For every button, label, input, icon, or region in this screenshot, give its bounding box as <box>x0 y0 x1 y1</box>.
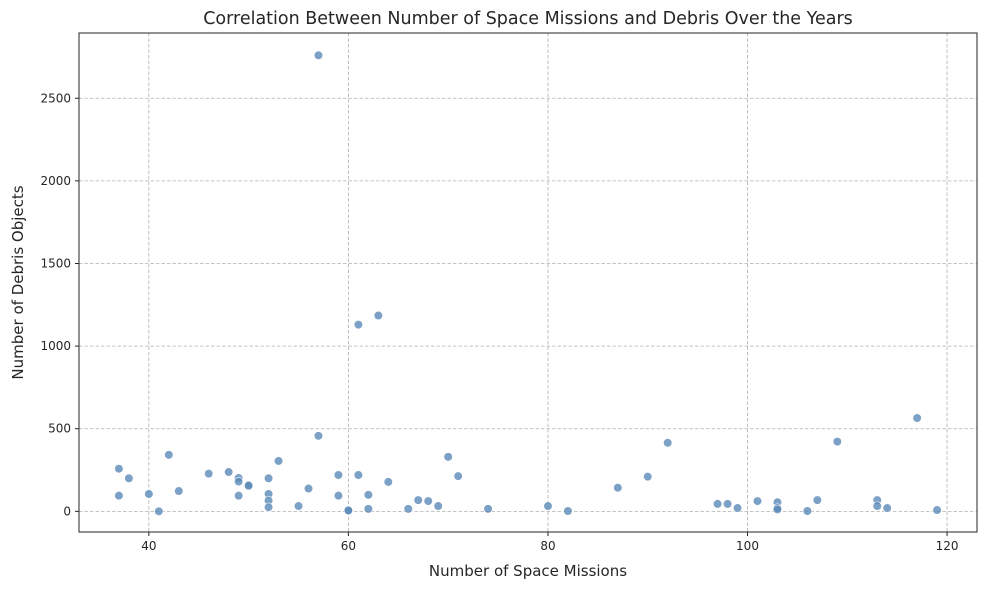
scatter-point <box>912 413 922 423</box>
scatter-point <box>224 467 234 477</box>
y-tick-label: 1000 <box>40 339 71 353</box>
scatter-point <box>383 477 393 487</box>
scatter-point <box>752 496 763 506</box>
scatter-point <box>932 505 942 515</box>
y-tick-label: 1500 <box>40 256 71 270</box>
scatter-point <box>313 431 324 441</box>
scatter-point <box>333 491 344 501</box>
scatter-point <box>772 504 783 514</box>
scatter-point <box>483 504 493 514</box>
scatter-point <box>204 469 214 479</box>
scatter-point <box>403 504 413 514</box>
scatter-point <box>333 470 344 480</box>
scatter-point <box>124 473 134 483</box>
x-tick-label: 120 <box>936 539 959 553</box>
x-tick-label: 60 <box>341 539 356 553</box>
scatter-point <box>543 501 553 511</box>
scatter-point <box>443 452 453 462</box>
scatter-point <box>453 471 463 481</box>
axis-ticks: 40 60 80 100 120 0 500 1000 1500 2000 2500 <box>40 91 958 553</box>
scatter-point <box>293 501 304 511</box>
scatter-point <box>144 489 154 499</box>
scatter-point <box>114 464 124 474</box>
scatter-point <box>423 496 433 506</box>
y-tick-label: 500 <box>48 422 71 436</box>
scatter-point <box>174 486 184 496</box>
scatter-point <box>114 491 124 501</box>
scatter-point <box>802 506 812 516</box>
y-axis-label: Number of Debris Objects <box>9 185 27 379</box>
x-axis-label: Number of Space Missions <box>429 562 627 580</box>
scatter-point <box>353 470 363 480</box>
plot-frame <box>78 32 978 533</box>
gridlines <box>79 33 977 532</box>
y-tick-label: 2500 <box>40 91 71 105</box>
y-tick-label: 2000 <box>40 174 71 188</box>
scatter-point <box>722 499 733 509</box>
scatter-point <box>164 450 174 460</box>
data-points <box>114 50 942 516</box>
scatter-point <box>313 50 324 60</box>
scatter-point <box>613 483 623 493</box>
scatter-point <box>343 505 354 516</box>
x-tick-label: 100 <box>736 539 759 553</box>
scatter-point <box>353 320 363 330</box>
scatter-point <box>263 473 274 483</box>
scatter-point <box>732 503 743 513</box>
x-tick-label: 40 <box>141 539 156 553</box>
scatter-point <box>373 310 383 321</box>
scatter-point <box>363 490 373 500</box>
y-tick-label: 0 <box>63 504 71 518</box>
scatter-point <box>244 481 254 491</box>
scatter-point <box>303 483 314 494</box>
scatter-point <box>433 501 443 511</box>
scatter-point <box>712 499 723 509</box>
chart-title: Correlation Between Number of Space Miss… <box>203 9 853 29</box>
scatter-point <box>812 495 822 505</box>
scatter-point <box>234 491 244 501</box>
x-tick-label: 80 <box>540 539 555 553</box>
scatter-point <box>273 456 284 466</box>
scatter-point <box>154 506 164 516</box>
scatter-point <box>363 504 373 514</box>
scatter-point <box>563 506 573 516</box>
scatter-point <box>413 495 423 505</box>
scatter-point <box>882 503 892 513</box>
scatter-point <box>643 472 653 482</box>
scatter-point <box>832 437 842 447</box>
scatter-point <box>663 438 673 448</box>
scatter-point <box>872 501 882 511</box>
scatter-point <box>234 477 244 487</box>
scatter-point <box>263 502 274 512</box>
